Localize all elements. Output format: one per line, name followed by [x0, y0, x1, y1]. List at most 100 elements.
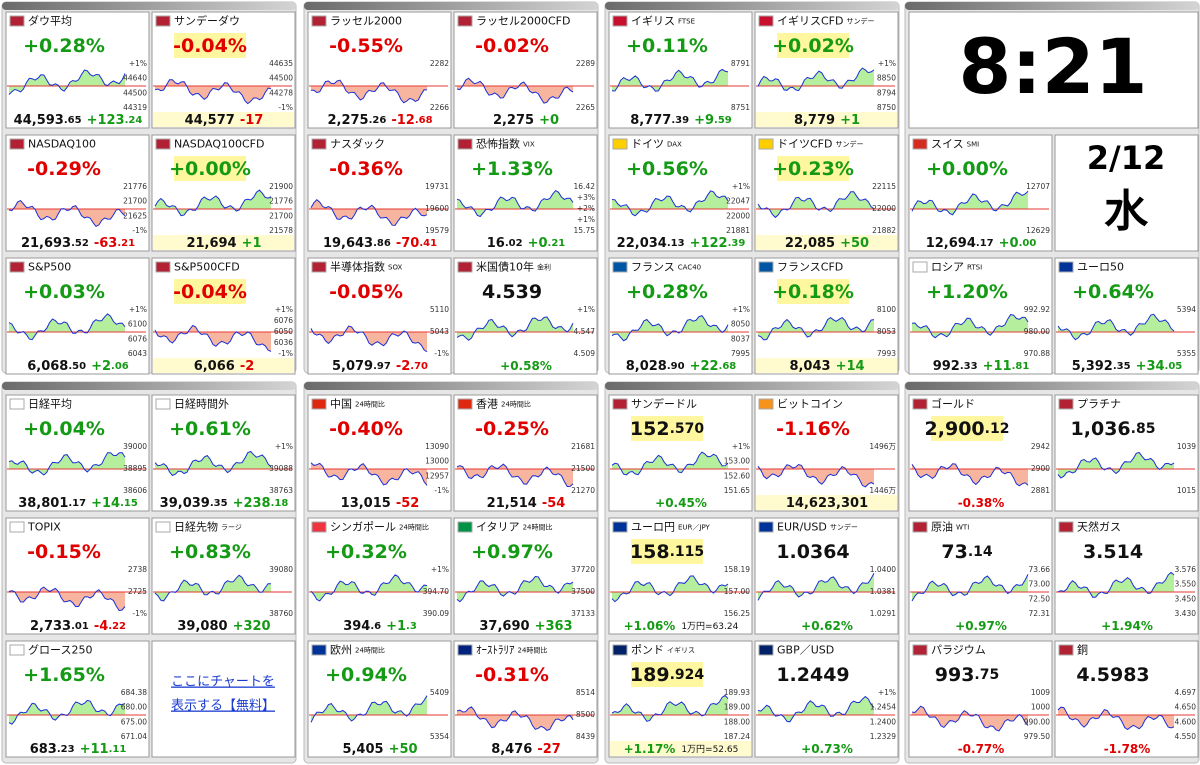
chart-fill	[758, 191, 874, 218]
name: イタリア	[476, 521, 520, 534]
panel: スイス SMI 12707 12629 +0.00% 12,694.17 +0.00 ロシア R…	[904, 1, 1200, 375]
chart-line	[310, 462, 428, 486]
tile: 欧州 24時間比 5409 5354 +0.94% 5,405 +50	[307, 640, 452, 758]
tile-bg	[307, 257, 452, 375]
tile-top: -0.04%	[173, 281, 247, 303]
bottom-part: 8,476	[491, 742, 532, 757]
tile: 銅 4.697 4.650 4.600 4.550 4.5983 -1.78%	[1054, 640, 1199, 758]
tile-name: NASDAQ100	[28, 138, 96, 151]
diff-part: .15	[120, 498, 138, 509]
axis-label: 189.93	[724, 688, 750, 697]
name: ロシア	[931, 261, 964, 274]
name: イギリス	[631, 15, 675, 28]
tile: 日経時間外 +1% 39088 38763 +0.61% 39,039.35 +238.18	[151, 394, 296, 512]
axis-label: 6043	[128, 349, 147, 358]
top-part: -0.25%	[475, 418, 549, 440]
top-part: +0.02%	[772, 35, 854, 57]
name: ラッセル2000CFD	[476, 15, 570, 28]
panel: サンデードル +1% 153.00 152.60 151.65 152.570 +0.45%…	[604, 381, 900, 764]
tile-bg	[754, 134, 899, 252]
name: 米国債10年	[476, 260, 534, 274]
tile-bg	[608, 394, 753, 512]
axis-label: 5394	[1177, 305, 1196, 314]
note: 1万円=63.24	[681, 621, 738, 632]
top-part: .570	[670, 421, 705, 437]
highlight	[153, 235, 294, 250]
axis-label: 152.60	[724, 471, 750, 480]
bottom-part: 5,405	[342, 742, 383, 757]
tile-bottom: 44,593.65 +123.24	[14, 113, 143, 128]
bottom-part: .23	[57, 744, 75, 755]
top-part: +0.61%	[169, 418, 251, 440]
chart-line	[911, 314, 1029, 339]
tile: ダウ平均 +1% 44640 44500 44319 +0.28% 44,593.65 +12…	[5, 11, 150, 129]
tile-top: +0.97%	[471, 541, 553, 563]
top-part: 1.2449	[776, 664, 849, 686]
highlight	[174, 279, 246, 304]
diff-part: +238	[233, 496, 271, 511]
tile-bottom: 19,643.86 -70.41	[323, 236, 437, 251]
bottom-part: .86	[373, 238, 391, 249]
top-part: 152	[630, 418, 670, 440]
chart-fill	[9, 587, 125, 611]
diff-part: +123	[87, 113, 125, 128]
tile-bg	[908, 517, 1053, 635]
tag: EUR／JPY	[678, 524, 711, 532]
bottom-part: -1.78%	[1104, 742, 1151, 756]
tile: TOPIX 2738 2725 -1% -0.15% 2,733.01 -4.22	[5, 517, 150, 635]
chart-link[interactable]: ここにチャートを	[171, 675, 275, 690]
name: シンガポール	[330, 521, 396, 534]
axis-label: 187.24	[724, 732, 750, 741]
tile-bg	[5, 517, 150, 635]
chart-line	[456, 316, 574, 341]
axis-label: 157.00	[724, 587, 750, 596]
top-part: +0.97%	[471, 541, 553, 563]
flag	[457, 138, 473, 150]
chart-fill	[457, 316, 573, 341]
axis-label: -1%	[434, 349, 449, 358]
tile: 日経平均 39000 38895 38606 +0.04% 38,801.17 +14.15	[5, 394, 150, 512]
tile-bottom: +0.58%	[500, 359, 552, 373]
chart-line	[8, 199, 126, 228]
tile-bg	[5, 11, 150, 129]
tile: ナスダック 19731 19600 19579 -0.36% 19,643.86 -70.4…	[307, 134, 452, 252]
bottom-part: .50	[68, 361, 86, 372]
tile: 米国債10年 金利 +1% 4.547 4.509 4.539 +0.58%	[453, 257, 598, 375]
diff-part: +363	[535, 619, 573, 634]
tag: 24時間比	[518, 646, 548, 655]
axis-label: 44500	[123, 88, 147, 97]
chart-line	[757, 463, 875, 488]
tile-top: +1.65%	[23, 664, 105, 686]
tile-bg	[1054, 517, 1199, 635]
axis-label: 1.2454	[870, 703, 896, 712]
tile-bottom: 8,476 -27	[491, 742, 561, 757]
chart-line	[911, 463, 1029, 487]
name: 原油	[931, 520, 953, 534]
bottom-part: +0.58%	[500, 359, 552, 373]
name: 恐怖指数	[476, 137, 520, 151]
name: 日経平均	[28, 398, 72, 411]
tile-bg	[754, 394, 899, 512]
tile-bottom: 8,777.39 +9.59	[630, 113, 732, 128]
chart-line	[611, 68, 729, 92]
date-box	[1054, 134, 1199, 252]
tile-top: -0.29%	[27, 158, 101, 180]
chart-link[interactable]: 表示する【無料】	[171, 699, 275, 714]
top-part: -0.04%	[173, 35, 247, 57]
tile-name: 香港 24時間比	[476, 398, 531, 411]
tile-bottom: 2,275 +0	[493, 113, 559, 128]
bottom-part: 6,068	[27, 359, 68, 374]
tag: RTSI	[967, 264, 982, 272]
tile-top: 993.75	[935, 664, 999, 686]
bottom-part: +0.97%	[955, 619, 1007, 633]
axis-label: 8037	[731, 334, 750, 343]
highlight	[631, 662, 703, 687]
tile-top: +0.32%	[325, 541, 407, 563]
axis-label: 1015	[1177, 486, 1196, 495]
tile-name: 日経時間外	[174, 398, 229, 411]
tile-bg	[151, 257, 296, 375]
diff-part: .05	[1165, 361, 1183, 372]
tile-top: +0.23%	[772, 158, 854, 180]
chart-line	[154, 574, 271, 602]
